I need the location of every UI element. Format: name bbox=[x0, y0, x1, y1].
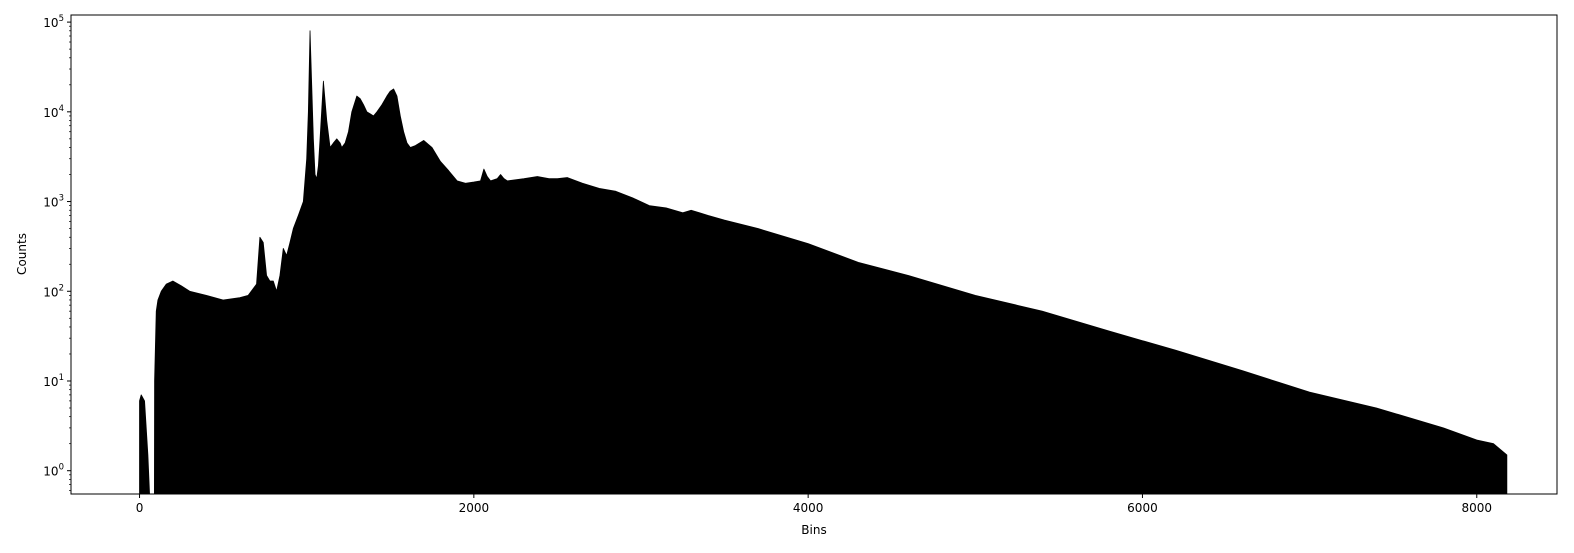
y-tick-label: 103 bbox=[43, 194, 64, 210]
y-tick-label: 102 bbox=[43, 283, 64, 299]
y-tick-base: 10 bbox=[43, 375, 58, 389]
y-axis-label: Counts bbox=[15, 233, 29, 275]
y-tick-exponent: 2 bbox=[59, 283, 64, 293]
histogram-series-0 bbox=[139, 30, 1508, 495]
histogram-area-layer bbox=[139, 30, 1508, 495]
x-tick-label: 8000 bbox=[1461, 501, 1492, 515]
y-tick-label: 100 bbox=[43, 463, 64, 479]
y-tick-exponent: 0 bbox=[59, 463, 64, 473]
x-tick-label: 0 bbox=[136, 501, 144, 515]
x-tick-label: 2000 bbox=[459, 501, 490, 515]
plot-frame bbox=[70, 14, 1558, 495]
y-tick-base: 10 bbox=[43, 465, 58, 479]
y-tick-base: 10 bbox=[43, 16, 58, 30]
x-tick-layer: 0 2000 4000 6000 8000 bbox=[136, 494, 1492, 515]
y-tick-label: 104 bbox=[43, 104, 64, 120]
y-tick-exponent: 1 bbox=[59, 373, 64, 383]
y-tick-exponent: 3 bbox=[59, 194, 64, 204]
y-tick-base: 10 bbox=[43, 106, 58, 120]
x-tick-label: 4000 bbox=[793, 501, 824, 515]
y-tick-label: 101 bbox=[43, 373, 64, 389]
y-tick-label: 105 bbox=[43, 14, 64, 30]
y-tick-base: 10 bbox=[43, 285, 58, 299]
x-tick-label: 6000 bbox=[1127, 501, 1158, 515]
x-axis-label: Bins bbox=[801, 523, 826, 537]
y-tick-exponent: 4 bbox=[59, 104, 64, 114]
y-tick-exponent: 5 bbox=[59, 14, 64, 24]
y-tick-base: 10 bbox=[43, 196, 58, 210]
